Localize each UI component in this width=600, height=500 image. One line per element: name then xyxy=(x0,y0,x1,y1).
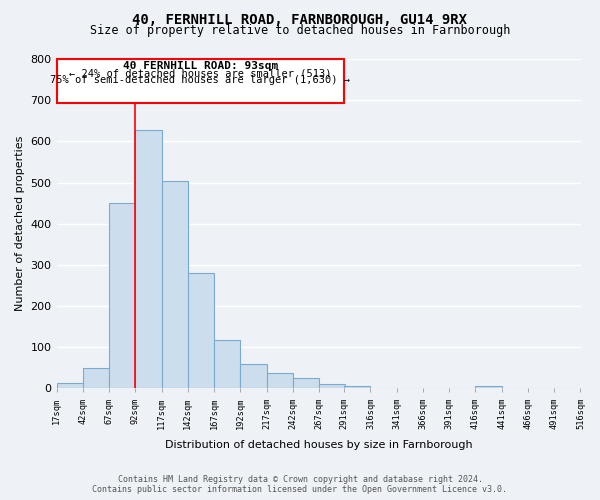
Bar xyxy=(266,373,293,388)
Bar xyxy=(56,384,83,388)
Text: 40 FERNHILL ROAD: 93sqm: 40 FERNHILL ROAD: 93sqm xyxy=(123,60,278,70)
FancyBboxPatch shape xyxy=(56,59,344,104)
Text: Size of property relative to detached houses in Farnborough: Size of property relative to detached ho… xyxy=(90,24,510,37)
Bar xyxy=(161,182,188,388)
Text: Contains HM Land Registry data © Crown copyright and database right 2024.
Contai: Contains HM Land Registry data © Crown c… xyxy=(92,474,508,494)
Bar xyxy=(319,384,345,388)
Bar xyxy=(475,386,502,388)
Text: 75% of semi-detached houses are larger (1,630) →: 75% of semi-detached houses are larger (… xyxy=(50,74,350,85)
Text: ← 24% of detached houses are smaller (513): ← 24% of detached houses are smaller (51… xyxy=(69,68,332,78)
Bar xyxy=(293,378,319,388)
Bar xyxy=(344,386,370,388)
Bar xyxy=(109,203,135,388)
Bar xyxy=(240,364,266,388)
Text: 40, FERNHILL ROAD, FARNBOROUGH, GU14 9RX: 40, FERNHILL ROAD, FARNBOROUGH, GU14 9RX xyxy=(133,12,467,26)
Bar xyxy=(83,368,109,388)
X-axis label: Distribution of detached houses by size in Farnborough: Distribution of detached houses by size … xyxy=(165,440,472,450)
Y-axis label: Number of detached properties: Number of detached properties xyxy=(15,136,25,312)
Bar xyxy=(135,130,161,388)
Bar xyxy=(214,340,240,388)
Bar xyxy=(188,273,214,388)
